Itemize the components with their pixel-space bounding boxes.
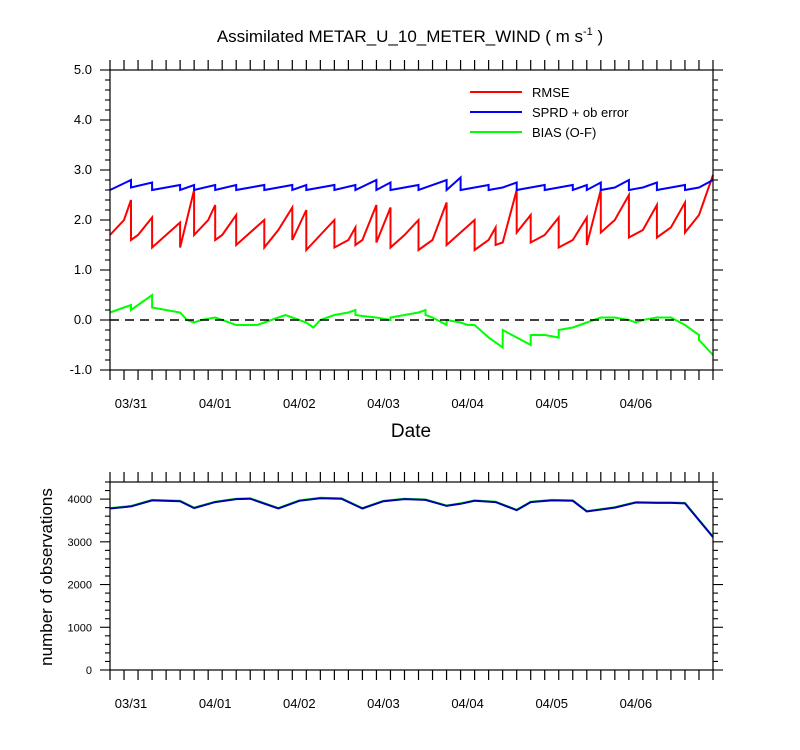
x-tick-label: 04/06: [620, 396, 653, 411]
top-plot-frame: [109, 69, 714, 371]
top-ticks: 03/31 04/01 04/02 04/03 04/04 04/05 04/06 -1.0 0…: [70, 60, 723, 411]
x-tick-label: 04/01: [199, 696, 232, 711]
y-tick-label: 5.0: [74, 62, 92, 77]
x-tick-label: 04/01: [199, 396, 232, 411]
x-tick-label: 03/31: [115, 696, 148, 711]
x-tick-label: 03/31: [115, 396, 148, 411]
series-line-sprd-ob-error: [109, 175, 714, 193]
y-tick-label: 0.0: [74, 312, 92, 327]
top-panel: 03/31 04/01 04/02 04/03 04/04 04/05 04/06 -1.0 0…: [70, 60, 723, 411]
bottom-ticks: 03/31 04/01 04/02 04/03 04/04 04/05 04/06 0 1000…: [68, 472, 723, 711]
y-tick-label: 2000: [68, 580, 92, 592]
x-tick-label: 04/04: [451, 396, 484, 411]
legend: RMSE SPRD + ob error BIAS (O-F): [470, 85, 629, 140]
x-tick-label: 04/05: [535, 396, 568, 411]
bottom-plot-frame: [109, 481, 714, 671]
y-tick-label: 0: [86, 665, 92, 677]
x-tick-label: 04/03: [367, 396, 400, 411]
legend-label: SPRD + ob error: [532, 105, 629, 120]
x-tick-label: 04/02: [283, 696, 316, 711]
legend-label: BIAS (O-F): [532, 125, 596, 140]
x-tick-label: 04/02: [283, 396, 316, 411]
series-line-observations-0: [109, 496, 714, 538]
x-tick-label: 04/06: [620, 696, 653, 711]
y-tick-label: 3.0: [74, 162, 92, 177]
y-tick-label: 1.0: [74, 262, 92, 277]
series-line-observations-1: [109, 497, 714, 538]
chart-title: Assimilated METAR_U_10_METER_WIND ( m s-…: [217, 26, 603, 46]
y-tick-label: 3000: [68, 537, 92, 549]
y-tick-label: -1.0: [70, 362, 92, 377]
legend-label: RMSE: [532, 85, 570, 100]
bottom-panel: 03/31 04/01 04/02 04/03 04/04 04/05 04/06 0 1000…: [68, 472, 723, 711]
y-tick-label: 1000: [68, 622, 92, 634]
y-tick-label: 4000: [68, 494, 92, 506]
top-series-group: [109, 174, 714, 356]
y-axis-label-observations: number of observations: [37, 488, 56, 666]
x-axis-label: Date: [391, 421, 431, 442]
y-tick-label: 2.0: [74, 212, 92, 227]
bottom-series-group: [109, 496, 714, 538]
y-tick-label: 4.0: [74, 112, 92, 127]
x-tick-label: 04/04: [451, 696, 484, 711]
series-line-bias-o-f-: [109, 293, 714, 356]
x-tick-label: 04/03: [367, 696, 400, 711]
x-tick-label: 04/05: [535, 696, 568, 711]
